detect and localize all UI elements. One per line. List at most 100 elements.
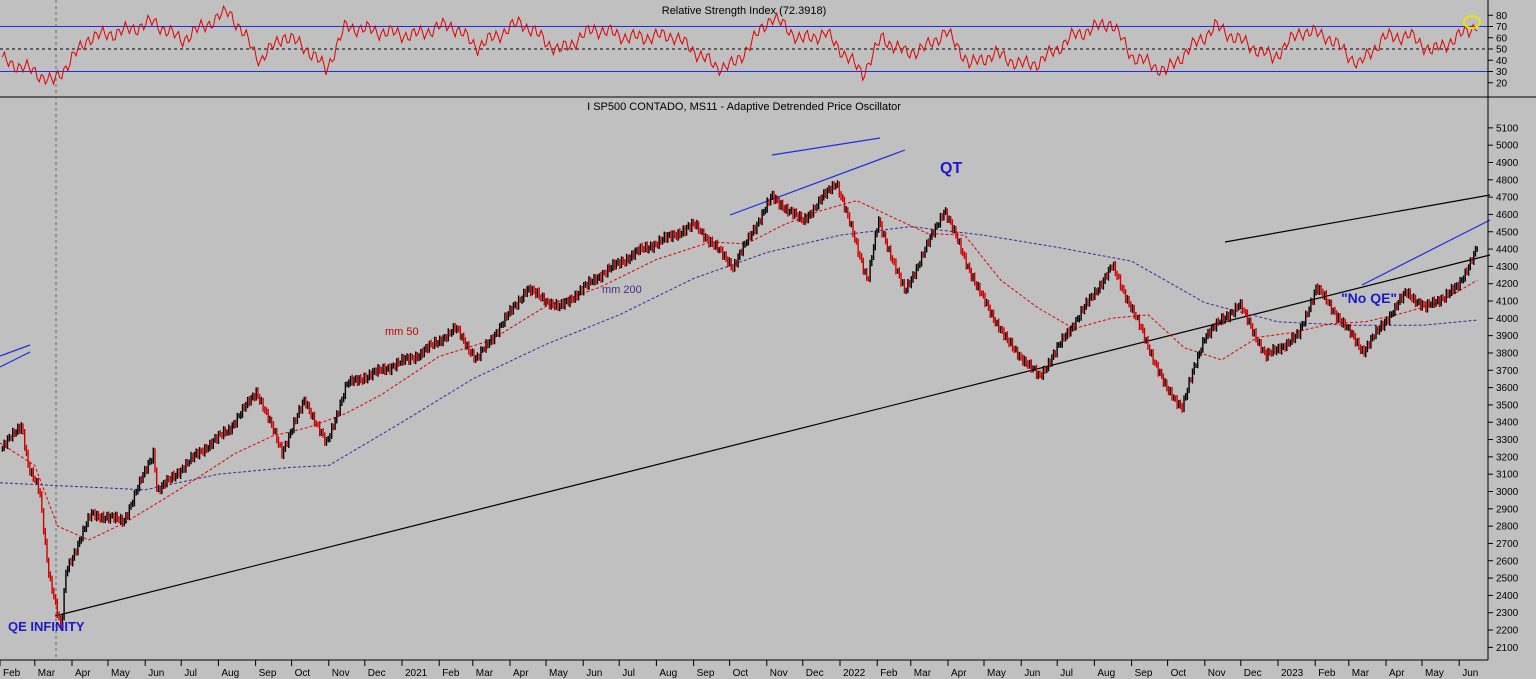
price-y-tick-label: 2400 — [1496, 591, 1519, 602]
x-tick-label: Oct — [1171, 668, 1187, 679]
x-tick-label: Apr — [75, 668, 91, 679]
price-y-tick-label: 3900 — [1496, 331, 1519, 342]
price-y-axis: 2100 2200 2300 2400 2500 2600 2700 2800 2900 3000… — [1488, 123, 1519, 654]
x-axis: Feb Mar Apr May Jun Jul Aug Sep Oct Nov Dec 2021 Feb… — [0, 660, 1478, 679]
x-tick-label: Feb — [442, 668, 460, 679]
x-tick-label: Sep — [1135, 668, 1153, 679]
price-y-tick-label: 4700 — [1496, 193, 1519, 204]
2023-support-trendline — [1361, 219, 1491, 286]
price-y-tick-label: 5000 — [1496, 141, 1519, 152]
rsi-panel: Relative Strength Index (72.3918) 203040… — [0, 2, 1508, 94]
mm50-label: mm 50 — [385, 326, 419, 338]
price-y-tick-label: 4600 — [1496, 210, 1519, 221]
x-tick-label: Jul — [622, 668, 635, 679]
x-tick-label: Feb — [3, 668, 21, 679]
rsi-y-tick-label: 30 — [1496, 67, 1508, 78]
rsi-y-tick-label: 40 — [1496, 56, 1508, 67]
price-y-tick-label: 4200 — [1496, 279, 1519, 290]
x-tick-label: Mar — [38, 668, 56, 679]
price-y-tick-label: 4000 — [1496, 314, 1519, 325]
x-tick-label: Mar — [1352, 668, 1370, 679]
price-y-tick-label: 2600 — [1496, 556, 1519, 567]
price-y-tick-label: 2700 — [1496, 539, 1519, 550]
x-tick-label: Aug — [1097, 668, 1115, 679]
mm50-line — [0, 200, 1478, 541]
rsi-y-tick-label: 50 — [1496, 45, 1508, 56]
price-y-tick-label: 3200 — [1496, 452, 1519, 463]
price-y-tick-label: 3300 — [1496, 435, 1519, 446]
x-tick-label: May — [987, 668, 1006, 679]
price-y-tick-label: 3800 — [1496, 348, 1519, 359]
price-y-tick-label: 2500 — [1496, 574, 1519, 585]
x-tick-label: Aug — [659, 668, 677, 679]
mm200-label: mm 200 — [602, 284, 642, 296]
price-y-tick-label: 3100 — [1496, 470, 1519, 481]
price-y-tick-label: 2200 — [1496, 626, 1519, 637]
rsi-current-highlight-circle — [1463, 15, 1481, 29]
price-y-tick-label: 4300 — [1496, 262, 1519, 273]
rsi-y-tick-label: 60 — [1496, 33, 1508, 44]
2021-wedge-upper — [771, 137, 881, 156]
x-tick-label: Feb — [880, 668, 898, 679]
rsi-plot-area — [0, 2, 1488, 94]
price-title: I SP500 CONTADO, MS11 - Adaptive Detrend… — [587, 101, 901, 113]
price-bars — [1, 180, 1478, 631]
x-tick-label: Jun — [1024, 668, 1040, 679]
x-tick-label: May — [111, 668, 130, 679]
price-y-tick-label: 2900 — [1496, 504, 1519, 515]
x-tick-label: Nov — [770, 668, 788, 679]
x-tick-label: Aug — [221, 668, 239, 679]
price-panel: I SP500 CONTADO, MS11 - Adaptive Detrend… — [0, 0, 1519, 660]
price-y-tick-label: 4900 — [1496, 158, 1519, 169]
x-tick-label: Mar — [476, 668, 494, 679]
x-tick-label: Jun — [586, 668, 602, 679]
x-tick-label: Jun — [148, 668, 164, 679]
price-y-tick-label: 5100 — [1496, 123, 1519, 134]
price-y-tick-label: 3000 — [1496, 487, 1519, 498]
price-y-tick-label: 2800 — [1496, 522, 1519, 533]
x-tick-label: May — [549, 668, 568, 679]
x-tick-label: Nov — [1208, 668, 1226, 679]
x-tick-label: 2023 — [1281, 668, 1304, 679]
x-tick-label: Oct — [733, 668, 749, 679]
x-tick-label: 2022 — [843, 668, 866, 679]
price-y-tick-label: 4800 — [1496, 175, 1519, 186]
x-tick-label: Sep — [697, 668, 715, 679]
2021-wedge-lower — [729, 149, 906, 216]
x-tick-label: Dec — [806, 668, 824, 679]
price-y-tick-label: 2100 — [1496, 643, 1519, 654]
long-term-support-trendline — [54, 254, 1491, 617]
x-tick-label: Nov — [332, 668, 350, 679]
rsi-y-tick-label: 70 — [1496, 22, 1508, 33]
x-tick-label: Jun — [1462, 668, 1478, 679]
x-tick-label: Sep — [259, 668, 277, 679]
price-y-tick-label: 3600 — [1496, 383, 1519, 394]
rsi-y-tick-label: 20 — [1496, 78, 1508, 89]
x-tick-label: Jul — [184, 668, 197, 679]
rsi-series-line — [1, 4, 1478, 86]
x-tick-label: Jul — [1060, 668, 1073, 679]
x-tick-label: Apr — [513, 668, 529, 679]
price-y-tick-label: 3700 — [1496, 366, 1519, 377]
no-qe-label: "No QE" — [1341, 290, 1397, 306]
rsi-title: Relative Strength Index (72.3918) — [662, 5, 827, 17]
qt-label: QT — [940, 160, 962, 177]
x-tick-label: Dec — [368, 668, 386, 679]
qe-infinity-label: QE INFINITY — [8, 619, 85, 634]
price-y-tick-label: 4400 — [1496, 245, 1519, 256]
price-y-tick-label: 2300 — [1496, 608, 1519, 619]
x-tick-label: Apr — [1389, 668, 1405, 679]
feb2020-wedge-upper — [0, 344, 31, 357]
price-y-tick-label: 3500 — [1496, 400, 1519, 411]
x-tick-label: Feb — [1318, 668, 1336, 679]
price-y-tick-label: 4100 — [1496, 297, 1519, 308]
x-tick-label: 2021 — [405, 668, 428, 679]
rsi-y-tick-label: 80 — [1496, 11, 1508, 22]
x-tick-label: Mar — [914, 668, 932, 679]
x-tick-label: May — [1425, 668, 1444, 679]
x-tick-label: Oct — [295, 668, 311, 679]
x-tick-label: Apr — [951, 668, 967, 679]
price-y-tick-label: 4500 — [1496, 227, 1519, 238]
upper-channel-trendline — [1224, 194, 1491, 243]
